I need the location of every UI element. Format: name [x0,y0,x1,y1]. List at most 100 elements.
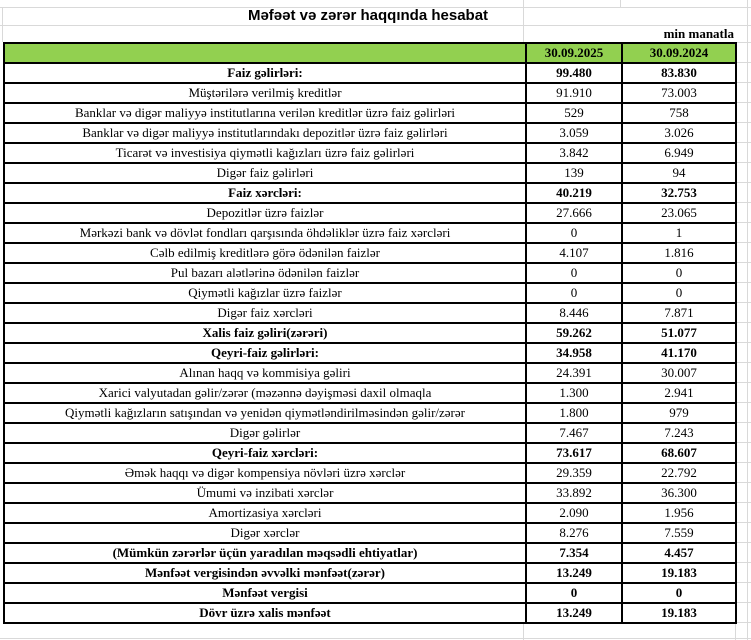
row-label-cell: Banklar və digər maliyyə institutlarına … [3,102,527,124]
value-cell-2024: 32.753 [621,182,737,204]
value-cell-2024: 2.941 [621,382,737,404]
table-row: Qiymətli kağızlar üzrə faizlər 0 0 [3,282,737,304]
table-row: Müştərilərə verilmiş kreditlər 91.910 73.0… [3,82,737,104]
table-row: Pul bazarı alətlərinə ödənilən faizlər 0 0 [3,262,737,284]
table-row: Xalis faiz gəliri(zərəri) 59.262 51.077 [3,322,737,344]
value-cell-2024: 23.065 [621,202,737,224]
header-date-2024: 30.09.2024 [621,42,737,64]
value-cell-2024: 51.077 [621,322,737,344]
value-cell-2025: 3.842 [525,142,623,164]
value-cell-2024: 979 [621,402,737,424]
value-cell-2025: 4.107 [525,242,623,264]
gridline-right-strip [736,42,751,624]
value-cell-2025: 139 [525,162,623,184]
value-cell-2025: 40.219 [525,182,623,204]
table-row: Alınan haqq və kommisiya gəliri 24.391 30.… [3,362,737,384]
row-label-cell: Cəlb edilmiş kreditlərə görə ödənilən fa… [3,242,527,264]
value-cell-2025: 8.446 [525,302,623,324]
table-row: Mənfəət vergisindən əvvəlki mənfəət(zərə… [3,562,737,584]
table-row: Qiymətli kağızların satışından və yenidə… [3,402,737,424]
value-cell-2024: 94 [621,162,737,184]
value-cell-2024: 3.026 [621,122,737,144]
table-row: Amortizasiya xərcləri 2.090 1.956 [3,502,737,524]
value-cell-2024: 68.607 [621,442,737,464]
value-cell-2025: 91.910 [525,82,623,104]
row-label-cell: Digər xərclər [3,522,527,544]
table-row: Əmək haqqı və digər kompensiya növləri ü… [3,462,737,484]
value-cell-2025: 0 [525,282,623,304]
table-row: Ticarət və investisiya qiymətli kağızlar… [3,142,737,164]
row-label-cell: Müştərilərə verilmiş kreditlər [3,82,527,104]
value-cell-2024: 73.003 [621,82,737,104]
report-title: Məfəət və zərər haqqında hesabat [247,7,489,24]
value-cell-2025: 1.800 [525,402,623,424]
value-cell-2025: 529 [525,102,623,124]
table-row: Xarici valyutadan gəlir/zərər (məzənnə d… [3,382,737,404]
table-row: Cəlb edilmiş kreditlərə görə ödənilən fa… [3,242,737,264]
gridline-horizontal [0,638,751,639]
row-label-cell: Xarici valyutadan gəlir/zərər (məzənnə d… [3,382,527,404]
value-cell-2025: 99.480 [525,62,623,84]
table-row: Mərkəzi bank və dövlət fondları qarşısın… [3,222,737,244]
table-row: Digər faiz xərcləri 8.446 7.871 [3,302,737,324]
row-label-cell: Digər faiz xərcləri [3,302,527,324]
table-row: Depozitlər üzrə faizlər 27.666 23.065 [3,202,737,224]
row-label-cell: Faiz gəlirləri: [3,62,527,84]
value-cell-2024: 1.816 [621,242,737,264]
value-cell-2025: 8.276 [525,522,623,544]
gridline-horizontal [0,7,751,8]
value-cell-2025: 24.391 [525,362,623,384]
value-cell-2025: 7.354 [525,542,623,564]
table-row: Qeyri-faiz xərcləri: 73.617 68.607 [3,442,737,464]
table-row: Digər gəlirlər 7.467 7.243 [3,422,737,444]
value-cell-2025: 13.249 [525,562,623,584]
table-row: Faiz xərcləri: 40.219 32.753 [3,182,737,204]
value-cell-2024: 7.559 [621,522,737,544]
value-cell-2024: 1 [621,222,737,244]
row-label-cell: Alınan haqq və kommisiya gəliri [3,362,527,384]
value-cell-2024: 4.457 [621,542,737,564]
value-cell-2025: 1.300 [525,382,623,404]
row-label-cell: Mənfəət vergisindən əvvəlki mənfəət(zərə… [3,562,527,584]
table-row: Ümumi və inzibati xərclər 33.892 36.300 [3,482,737,504]
row-label-cell: Digər faiz gəlirləri [3,162,527,184]
row-label-cell: Depozitlər üzrə faizlər [3,202,527,224]
value-cell-2025: 27.666 [525,202,623,224]
value-cell-2025: 13.249 [525,602,623,624]
row-label-cell: Dövr üzrə xalis mənfəət [3,602,527,624]
value-cell-2024: 22.792 [621,462,737,484]
gridline-vertical [523,0,524,42]
header-date-2025: 30.09.2025 [525,42,623,64]
gridline-vertical [523,624,524,640]
row-label-cell: Xalis faiz gəliri(zərəri) [3,322,527,344]
value-cell-2025: 59.262 [525,322,623,344]
gridline-horizontal [0,25,751,26]
value-cell-2024: 0 [621,582,737,604]
value-cell-2024: 1.956 [621,502,737,524]
row-label-cell: Ümumi və inzibati xərclər [3,482,527,504]
row-label-cell: Mənfəət vergisi [3,582,527,604]
table-row: Digər xərclər 8.276 7.559 [3,522,737,544]
value-cell-2024: 7.243 [621,422,737,444]
table-row: Dövr üzrə xalis mənfəət 13.249 19.183 [3,602,737,624]
table-row: Digər faiz gəlirləri 139 94 [3,162,737,184]
gridline-vertical [2,7,3,42]
value-cell-2024: 0 [621,262,737,284]
value-cell-2025: 7.467 [525,422,623,444]
value-cell-2025: 0 [525,222,623,244]
value-cell-2025: 0 [525,582,623,604]
header-empty-cell [3,42,527,64]
table-row: Faiz gəlirləri: 99.480 83.830 [3,62,737,84]
value-cell-2025: 34.958 [525,342,623,364]
value-cell-2024: 30.007 [621,362,737,384]
unit-note: min manatla [663,26,734,41]
value-cell-2024: 19.183 [621,602,737,624]
row-label-cell: Pul bazarı alətlərinə ödənilən faizlər [3,262,527,284]
row-label-cell: Digər gəlirlər [3,422,527,444]
value-cell-2024: 36.300 [621,482,737,504]
value-cell-2024: 7.871 [621,302,737,324]
row-label-cell: Ticarət və investisiya qiymətli kağızlar… [3,142,527,164]
row-label-cell: Banklar və digər maliyyə institutlarında… [3,122,527,144]
value-cell-2024: 758 [621,102,737,124]
profit-loss-table: 30.09.2025 30.09.2024 Faiz gəlirləri: 99.… [3,42,737,624]
